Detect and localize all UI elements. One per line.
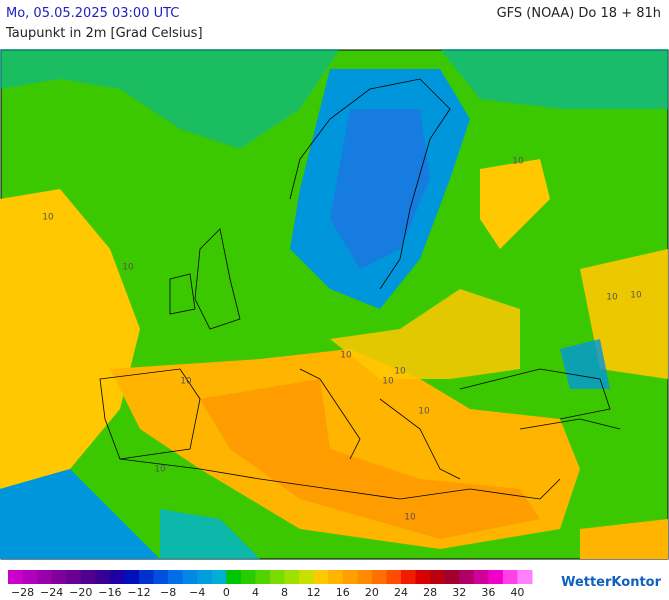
color-swatch xyxy=(459,570,475,584)
color-swatch xyxy=(342,570,358,584)
color-swatch xyxy=(197,570,213,584)
color-swatch xyxy=(284,570,300,584)
color-swatch xyxy=(415,570,431,584)
tick-label: −28 xyxy=(11,586,34,599)
color-swatch xyxy=(299,570,315,584)
tick-label: −12 xyxy=(127,586,150,599)
tick-label: −16 xyxy=(98,586,121,599)
contour-label: 10 xyxy=(418,407,430,417)
contour-label: 10 xyxy=(122,263,134,273)
color-swatch xyxy=(270,570,286,584)
color-swatch xyxy=(124,570,140,584)
contour-label: 10 xyxy=(404,513,416,523)
color-swatch xyxy=(109,570,125,584)
color-swatch xyxy=(80,570,96,584)
color-swatch xyxy=(401,570,417,584)
color-swatch xyxy=(95,570,111,584)
tick-label: −8 xyxy=(160,586,176,599)
tick-label: 28 xyxy=(423,586,437,599)
contour-label: 10 xyxy=(394,367,406,377)
tick-label: 8 xyxy=(281,586,288,599)
color-swatch xyxy=(313,570,329,584)
color-swatch xyxy=(51,570,67,584)
tick-label: 0 xyxy=(223,586,230,599)
color-swatch xyxy=(430,570,446,584)
contour-label: 10 xyxy=(630,291,642,301)
contour-label: 10 xyxy=(154,465,166,475)
color-swatch xyxy=(255,570,271,584)
color-swatch xyxy=(240,570,256,584)
color-swatch xyxy=(517,570,533,584)
color-swatch xyxy=(66,570,82,584)
coastlines xyxy=(99,78,621,500)
contour-label: 10 xyxy=(382,377,394,387)
color-swatch xyxy=(473,570,489,584)
tick-label: 16 xyxy=(336,586,350,599)
color-swatch xyxy=(168,570,184,584)
field xyxy=(0,49,668,559)
contour-label: 10 xyxy=(42,213,54,223)
color-swatch xyxy=(488,570,504,584)
color-swatch xyxy=(226,570,242,584)
tick-label: −20 xyxy=(69,586,92,599)
model-run: GFS (NOAA) Do 18 + 81h xyxy=(496,6,661,21)
color-swatch xyxy=(444,570,460,584)
color-swatch xyxy=(182,570,198,584)
tick-label: 24 xyxy=(394,586,408,599)
tick-label: 4 xyxy=(252,586,259,599)
contour-label: 10 xyxy=(340,351,352,361)
tick-label: 20 xyxy=(365,586,379,599)
color-swatch xyxy=(37,570,53,584)
color-swatch xyxy=(502,570,518,584)
tick-label: −24 xyxy=(40,586,63,599)
logo: WetterKontor xyxy=(561,575,661,590)
tick-label: −4 xyxy=(189,586,205,599)
tick-label: 36 xyxy=(481,586,495,599)
color-swatch xyxy=(357,570,373,584)
variable: Taupunkt in 2m [Grad Celsius] xyxy=(6,26,203,41)
contour-label: 10 xyxy=(180,377,192,387)
color-swatch xyxy=(386,570,402,584)
tick-label: 12 xyxy=(307,586,321,599)
color-swatch xyxy=(139,570,155,584)
color-swatch xyxy=(22,570,38,584)
color-swatch xyxy=(211,570,227,584)
tick-label: 40 xyxy=(510,586,524,599)
datetime: Mo, 05.05.2025 03:00 UTC xyxy=(6,6,180,21)
tick-label: 32 xyxy=(452,586,466,599)
color-swatch xyxy=(328,570,344,584)
contour-label: 10 xyxy=(512,157,524,167)
color-swatch xyxy=(8,570,24,584)
contour-label: 10 xyxy=(606,293,618,303)
color-swatch xyxy=(371,570,387,584)
color-swatch xyxy=(153,570,169,584)
colorbar: −28 −24 −20 −16 −12 −8 −4 0 4 8 12 16 20 24 28 32 36 40 xyxy=(8,570,533,599)
